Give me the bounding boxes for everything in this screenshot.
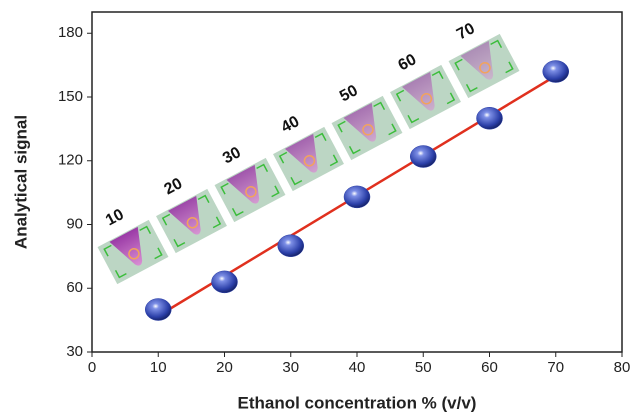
inset-label: 60	[396, 51, 420, 74]
inset-label: 50	[337, 82, 361, 105]
point	[477, 107, 503, 129]
y-tick-label: 30	[66, 343, 83, 360]
x-tick-label: 80	[614, 359, 631, 376]
x-tick-label: 30	[282, 359, 299, 376]
x-tick-label: 40	[349, 359, 366, 376]
x-tick-label: 60	[481, 359, 498, 376]
point	[278, 235, 304, 257]
x-axis-label: Ethanol concentration % (v/v)	[238, 393, 477, 412]
inset-photo	[389, 63, 463, 130]
inset-photo	[330, 94, 404, 161]
inset-label: 10	[103, 206, 127, 229]
inset-photo	[272, 125, 346, 192]
x-tick-label: 70	[547, 359, 564, 376]
x-tick-label: 50	[415, 359, 432, 376]
point	[344, 186, 370, 208]
y-tick-label: 120	[58, 152, 83, 169]
x-tick-label: 20	[216, 359, 233, 376]
y-tick-label: 180	[58, 24, 83, 41]
inset-label: 40	[279, 113, 303, 136]
y-tick-label: 90	[66, 215, 83, 232]
y-tick-label: 60	[66, 279, 83, 296]
point	[212, 271, 238, 293]
inset-label: 30	[220, 144, 244, 167]
point	[410, 146, 436, 168]
inset-photo	[155, 187, 229, 254]
inset-photo	[447, 32, 521, 99]
point	[145, 299, 171, 321]
x-tick-label: 0	[88, 359, 96, 376]
y-tick-label: 150	[58, 88, 83, 105]
inset-photo	[96, 218, 170, 285]
y-axis-label: Analytical signal	[11, 115, 30, 249]
chart: Ethanol concentration % (v/v) Analytical…	[0, 0, 633, 414]
point	[543, 61, 569, 83]
inset-photo	[213, 156, 287, 223]
inset-label: 20	[162, 175, 186, 198]
x-tick-label: 10	[150, 359, 167, 376]
inset-label: 70	[454, 20, 478, 43]
